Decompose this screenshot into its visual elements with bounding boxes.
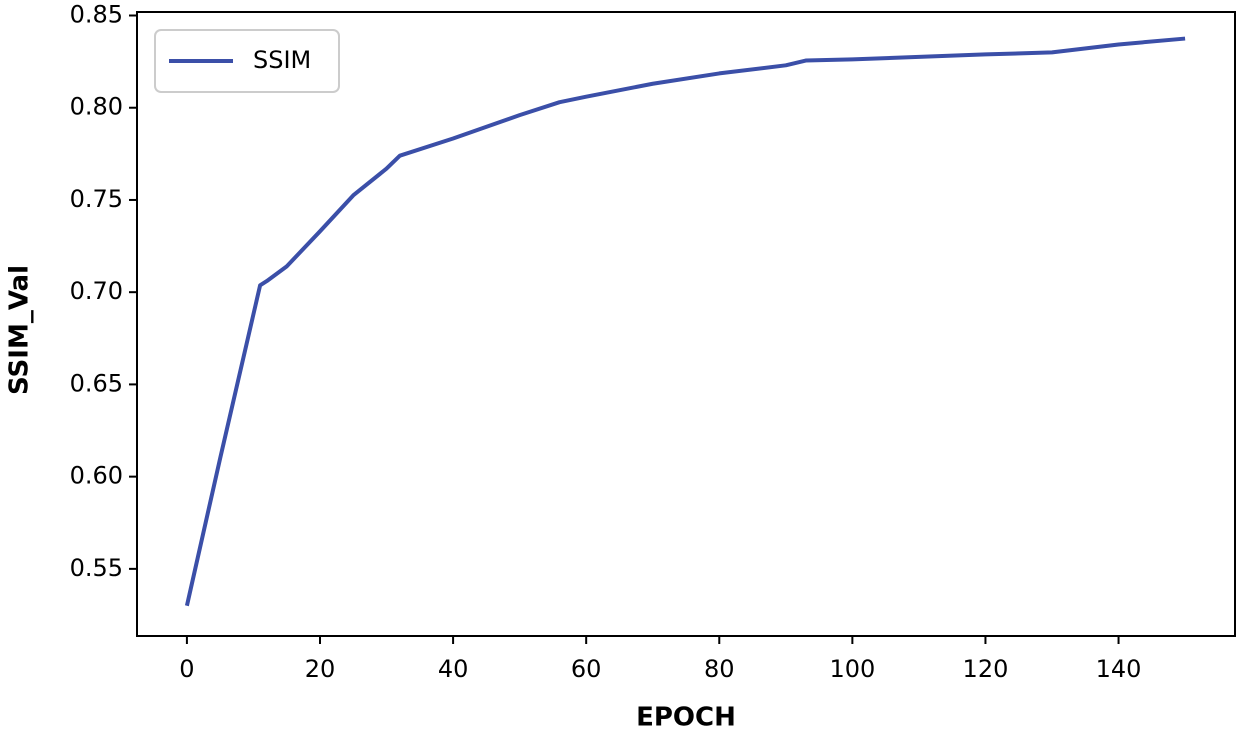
y-tick-label: 0.55 xyxy=(70,554,123,582)
y-axis-label: SSIM_Val xyxy=(5,265,35,395)
x-tick-label: 0 xyxy=(179,655,194,683)
y-tick-label: 0.70 xyxy=(70,277,123,305)
y-tick-label: 0.60 xyxy=(70,462,123,490)
x-tick-label: 120 xyxy=(963,655,1009,683)
data-line xyxy=(184,36,1186,607)
x-tick-label: 80 xyxy=(704,655,735,683)
y-tick-label: 0.80 xyxy=(70,93,123,121)
x-tick-label: 140 xyxy=(1096,655,1142,683)
x-tick-label: 40 xyxy=(438,655,469,683)
y-tick-label: 0.75 xyxy=(70,185,123,213)
legend-box xyxy=(154,29,340,93)
legend-label: SSIM xyxy=(253,46,311,74)
y-tick-label: 0.65 xyxy=(70,369,123,397)
y-tick-label: 0.85 xyxy=(70,1,123,29)
x-axis-label: EPOCH xyxy=(636,703,736,732)
x-tick-label: 100 xyxy=(829,655,875,683)
plot-frame xyxy=(136,11,1236,637)
x-tick-label: 20 xyxy=(305,655,336,683)
x-tick-label: 60 xyxy=(571,655,602,683)
